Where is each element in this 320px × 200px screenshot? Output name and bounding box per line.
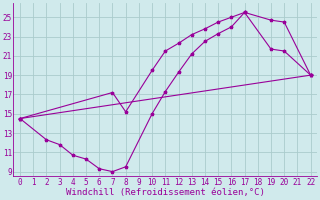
X-axis label: Windchill (Refroidissement éolien,°C): Windchill (Refroidissement éolien,°C) — [66, 188, 265, 197]
